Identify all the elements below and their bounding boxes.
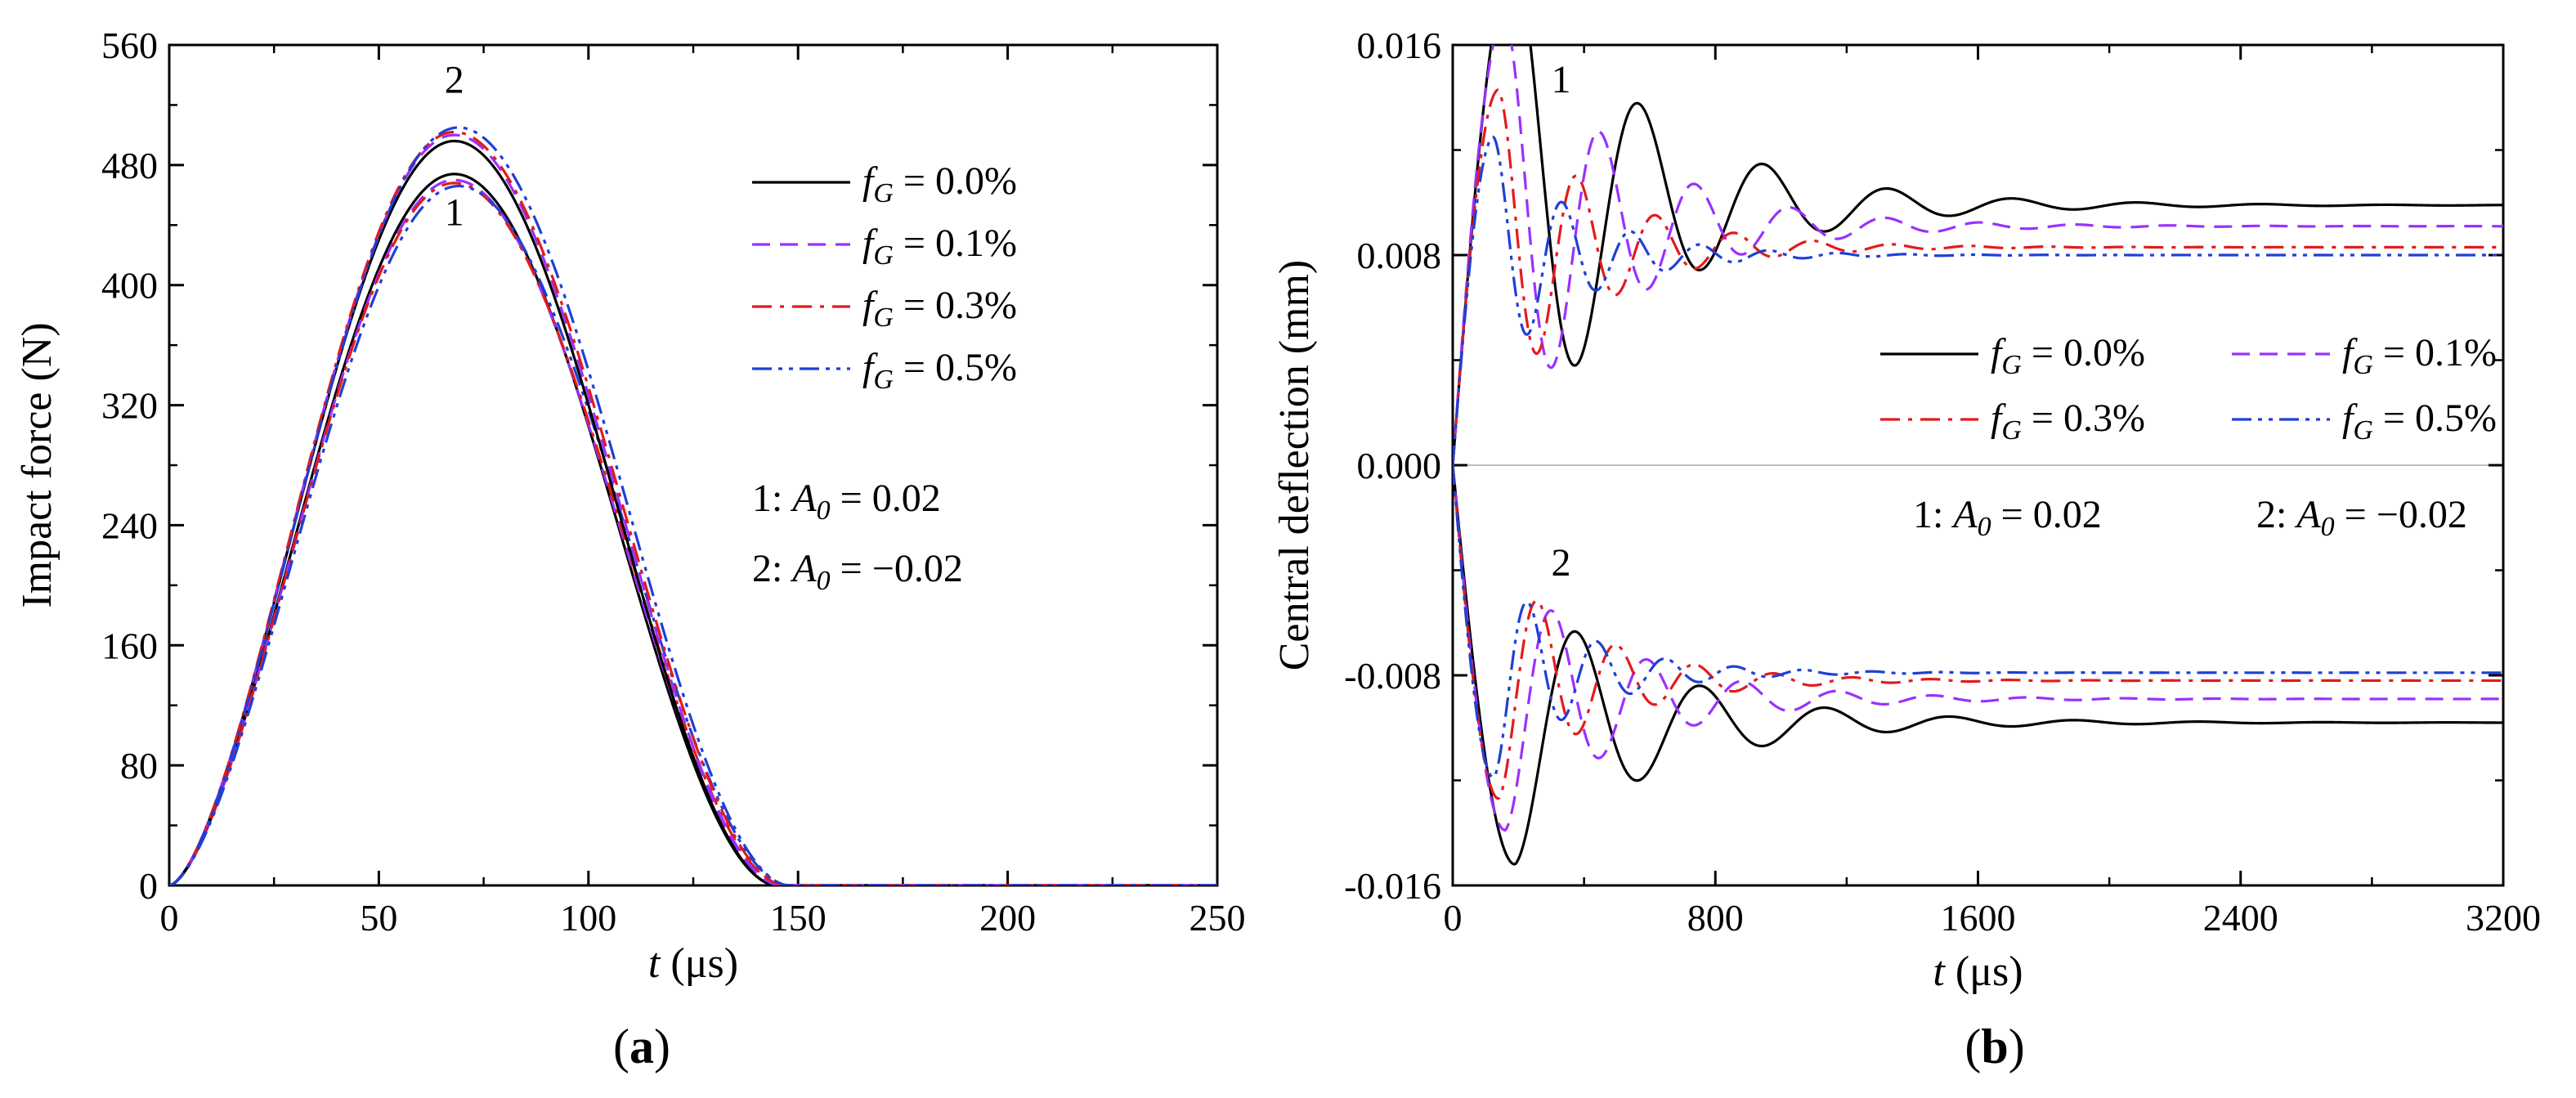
x-tick-label: 0 [160, 897, 179, 939]
series-line [1453, 464, 2503, 832]
curve-annotation: 1 [445, 190, 464, 234]
series-line [169, 173, 1217, 885]
x-tick-label: 3200 [2466, 897, 2541, 939]
y-tick-label: 320 [101, 385, 158, 427]
case-label: 2: A0 = −0.02 [752, 547, 963, 596]
chart-panel-b: 0 800 1600 2400 3200 -0.016 -0.008 0.000 0.008 0.… [1271, 25, 2541, 1073]
series-line [1453, 135, 2503, 466]
series-line [1453, 45, 2503, 466]
legend-label: fG = 0.3% [1991, 397, 2145, 446]
y-tick-label: 0.008 [1357, 235, 1442, 276]
x-tick-label: 250 [1189, 897, 1246, 939]
x-tick-label: 0 [1444, 897, 1463, 939]
x-tick-label: 50 [360, 897, 397, 939]
x-axis-title: t (μs) [1933, 948, 2023, 995]
legend-label: fG = 0.1% [2342, 331, 2497, 380]
series-group [1453, 45, 2503, 866]
x-tick-label: 150 [770, 897, 827, 939]
case-label: 1: A0 = 0.02 [752, 477, 941, 526]
y-axis-title: Impact force (N) [14, 322, 60, 607]
legend-label: fG = 0.0% [862, 159, 1017, 208]
y-tick-label: 0 [139, 865, 158, 907]
x-tick-label: 100 [560, 897, 616, 939]
y-tick-label: 0.000 [1357, 445, 1442, 486]
legend-label: fG = 0.1% [862, 222, 1017, 271]
x-axis-title: t (μs) [648, 940, 738, 987]
y-tick-label: 480 [101, 145, 158, 186]
series-line [1453, 464, 2503, 779]
y-tick-label: -0.016 [1344, 865, 1441, 907]
y-tick-label: 0.016 [1357, 25, 1442, 66]
curve-annotation: 1 [1552, 58, 1571, 101]
x-tick-label: 1600 [1941, 897, 2016, 939]
series-group [169, 126, 1217, 885]
series-line [1453, 45, 2503, 466]
legend-label: fG = 0.5% [862, 346, 1017, 395]
y-tick-label: 160 [101, 625, 158, 666]
x-tick-label: 200 [979, 897, 1036, 939]
legend-label: fG = 0.0% [1991, 331, 2145, 380]
y-axis-title: Central deflection (mm) [1271, 260, 1318, 670]
case-label: 2: A0 = −0.02 [2256, 493, 2467, 542]
series-line [169, 130, 1217, 885]
series-line [169, 126, 1217, 885]
series-line [1453, 464, 2503, 866]
panel-label: (b) [1964, 1020, 2024, 1073]
case-label: 1: A0 = 0.02 [1913, 493, 2102, 542]
chart-panel-a: 0 50 100 150 200 250 0 80 160 240 320 400 480 560 t (μ… [14, 25, 1246, 1073]
curve-annotation: 2 [1552, 541, 1571, 585]
y-tick-label: 400 [101, 265, 158, 307]
curve-annotation: 2 [445, 59, 464, 102]
panel-label: (a) [613, 1020, 670, 1073]
y-tick-label: 240 [101, 504, 158, 546]
series-line [1453, 464, 2503, 800]
y-tick-label: 560 [101, 25, 158, 66]
y-tick-label: 80 [120, 745, 158, 787]
y-tick-label: -0.008 [1344, 655, 1441, 697]
x-tick-label: 800 [1687, 897, 1744, 939]
series-line [169, 133, 1217, 885]
x-tick-label: 2400 [2203, 897, 2278, 939]
